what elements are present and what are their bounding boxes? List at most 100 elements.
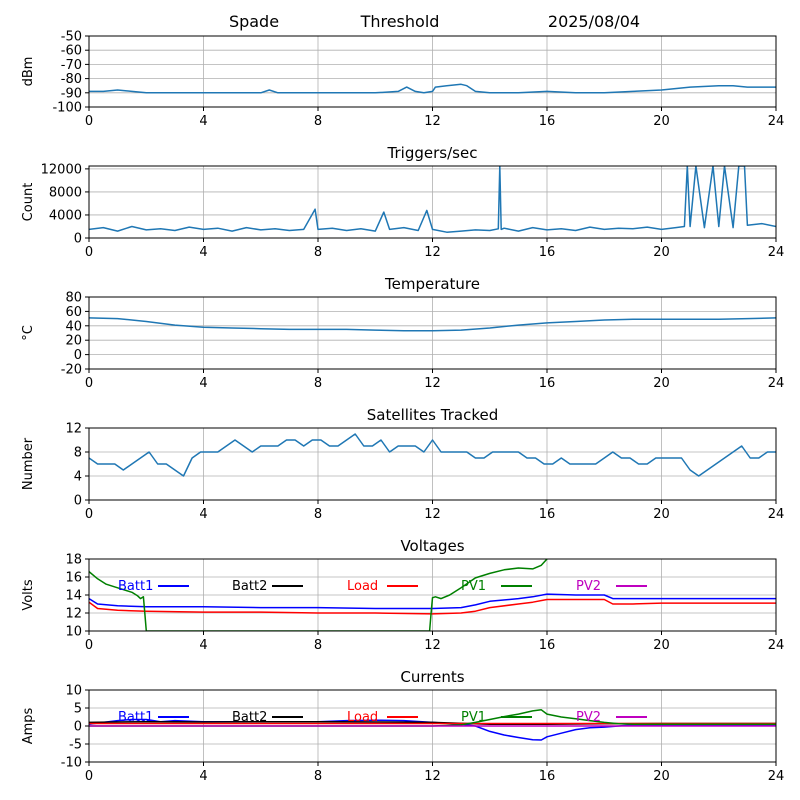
x-tick-label: 24 xyxy=(768,769,785,784)
legend-label-batt2: Batt2 xyxy=(232,710,267,725)
x-tick-label: 16 xyxy=(539,376,556,391)
y-tick-label: -70 xyxy=(61,58,82,73)
chart-panel-1: 0 4 8 12 16 20 24 0 4000 8000 12000 Triggers/sec Cou… xyxy=(21,144,784,260)
panels: 0 4 8 12 16 20 24 -100-90-80-70-60 -5 0 dBm 0 4 8 12 16… xyxy=(21,30,784,785)
y-tick-label: 16 xyxy=(65,571,82,586)
x-tick-label: 24 xyxy=(768,376,785,391)
legend-label-load: Load xyxy=(347,710,378,725)
y-tick-label: 4000 xyxy=(49,208,82,223)
x-tick-label: 20 xyxy=(653,769,670,784)
x-tick-label: 4 xyxy=(199,638,207,653)
x-tick-label: 0 xyxy=(85,638,93,653)
legend-label-load: Load xyxy=(347,579,378,594)
header-date: 2025/08/04 xyxy=(548,12,640,31)
y-tick-label: -80 xyxy=(61,72,82,87)
x-tick-label: 16 xyxy=(539,769,556,784)
series-group xyxy=(89,709,776,741)
x-tick-label: 12 xyxy=(424,638,441,653)
series-line-pv1 xyxy=(89,559,548,631)
y-tick-label: 10 xyxy=(65,625,82,640)
x-tick-label: 4 xyxy=(199,769,207,784)
x-tick-label: 24 xyxy=(768,638,785,653)
y-tick-label: 12 xyxy=(65,422,82,437)
legend-label-batt1: Batt1 xyxy=(118,579,153,594)
y-tick-label: 8000 xyxy=(49,185,82,200)
x-tick-label: 20 xyxy=(653,114,670,129)
x-tick-label: 16 xyxy=(539,245,556,260)
x-tick-label: 24 xyxy=(768,114,785,129)
x-tick-label: 0 xyxy=(85,114,93,129)
y-axis-label: dBm xyxy=(21,57,36,87)
y-tick-label: 0 xyxy=(74,348,82,363)
x-tick-label: 4 xyxy=(199,245,207,260)
y-tick-label: 14 xyxy=(65,589,82,604)
series-line-0 xyxy=(89,166,776,233)
x-tick-label: 12 xyxy=(424,769,441,784)
y-tick-label: -20 xyxy=(61,363,82,378)
x-tick-label: 20 xyxy=(653,638,670,653)
y-tick-label: -60 xyxy=(61,44,82,59)
x-tick-label: 4 xyxy=(199,507,207,522)
y-axis-label: Amps xyxy=(21,707,36,744)
panel-title: Triggers/sec xyxy=(387,144,478,162)
x-tick-label: 16 xyxy=(539,114,556,129)
x-tick-label: 16 xyxy=(539,638,556,653)
x-tick-label: 24 xyxy=(768,245,785,260)
legend-label-batt2: Batt2 xyxy=(232,579,267,594)
y-axis-label: Number xyxy=(21,437,36,490)
x-tick-label: 20 xyxy=(653,507,670,522)
series-line-pv1 xyxy=(89,709,776,727)
panel-title: Satellites Tracked xyxy=(367,406,498,424)
y-tick-label: 0 xyxy=(74,232,82,247)
y-tick-label: 10 xyxy=(65,684,82,699)
series-group xyxy=(89,317,776,332)
header-station: Spade xyxy=(229,12,279,31)
y-tick-label: 20 xyxy=(65,334,82,349)
series-group xyxy=(89,83,776,94)
series-group xyxy=(89,166,776,233)
chart-panel-4: 0 4 8 12 16 20 24 10 12 14 16 18 Voltages Volts Batt1 B… xyxy=(21,537,784,653)
chart-panel-3: 0 4 8 12 16 20 24 0 4 8 12 Satellites Tracked Number xyxy=(21,406,784,522)
figure-header: Spade Threshold 2025/08/04 xyxy=(229,12,640,31)
x-tick-label: 0 xyxy=(85,376,93,391)
x-tick-label: 8 xyxy=(314,638,322,653)
series-line-0 xyxy=(89,317,776,332)
x-tick-label: 24 xyxy=(768,507,785,522)
x-tick-label: 12 xyxy=(424,376,441,391)
y-tick-label: -90 xyxy=(61,86,82,101)
x-tick-label: 20 xyxy=(653,376,670,391)
legend-label-pv1: PV1 xyxy=(461,710,486,725)
x-tick-label: 20 xyxy=(653,245,670,260)
header-panel-title: Threshold xyxy=(360,12,440,31)
y-tick-label: 0 xyxy=(74,494,82,509)
y-axis-label: Volts xyxy=(21,579,36,611)
y-axis-label: Count xyxy=(21,183,36,222)
y-tick-label: 8 xyxy=(74,446,82,461)
series-line-batt1 xyxy=(89,593,776,610)
x-tick-label: 0 xyxy=(85,507,93,522)
x-tick-label: 8 xyxy=(314,507,322,522)
panel-title: Voltages xyxy=(400,537,464,555)
y-tick-label: -5 xyxy=(69,738,82,753)
legend-label-batt1: Batt1 xyxy=(118,710,153,725)
x-tick-label: 8 xyxy=(314,769,322,784)
y-tick-label: -100 xyxy=(52,101,82,116)
panel-title: Currents xyxy=(400,668,464,686)
x-tick-label: 8 xyxy=(314,245,322,260)
y-tick-label: 18 xyxy=(65,553,82,568)
y-tick-label: 4 xyxy=(74,470,82,485)
x-tick-label: 8 xyxy=(314,114,322,129)
series-group xyxy=(89,433,776,477)
legend-label-pv2: PV2 xyxy=(576,579,601,594)
x-tick-label: 4 xyxy=(199,114,207,129)
series-line-0 xyxy=(89,83,776,94)
series-line-0 xyxy=(89,433,776,477)
chart-panel-5: 0 4 8 12 16 20 24 -10 -5 0 5 10 Currents Amps Batt1 Bat… xyxy=(21,668,784,784)
y-tick-label: 40 xyxy=(65,319,82,334)
y-tick-label: 12000 xyxy=(41,162,82,177)
chart-panel-0: 0 4 8 12 16 20 24 -100-90-80-70-60-50 dBm xyxy=(21,30,784,130)
series-line-load xyxy=(89,598,776,615)
panel-title: Temperature xyxy=(384,275,480,293)
